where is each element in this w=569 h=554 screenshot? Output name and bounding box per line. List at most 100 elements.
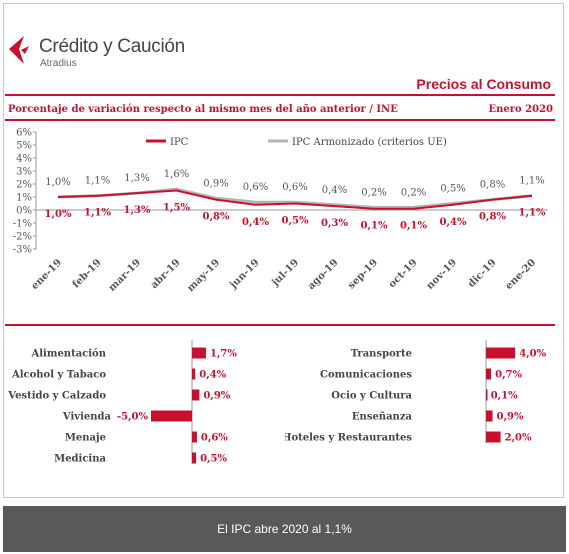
data-label-ipc-armonizado: 1,1%	[85, 176, 110, 187]
bar	[192, 389, 200, 401]
data-label-ipc: 1,1%	[519, 208, 546, 219]
bar-category-label: Medicina	[54, 454, 106, 465]
data-label-ipc: 0,3%	[321, 218, 348, 229]
footer-banner: El IPC abre 2020 al 1,1%	[3, 506, 566, 552]
bar-category-label: Alimentación	[31, 349, 107, 360]
chart-subtitle: Porcentaje de variación respecto al mism…	[8, 104, 398, 115]
bar-category-label: Alcohol y Tabaco	[11, 370, 106, 381]
ipc-line-chart: 6% 5% 4% 3% 2% 1% 0% -1% -2% -3% 1,0% 1,1% 1,3% 1,6% 0…	[13, 128, 548, 294]
report-date: Enero 2020	[488, 104, 553, 115]
brand-subname: Atradius	[40, 58, 77, 69]
header-divider	[5, 94, 555, 96]
x-tick-label: oct-19	[387, 257, 420, 290]
bar	[486, 431, 501, 443]
y-tick-label: 5%	[16, 141, 32, 152]
legend-label-ipc-armonizado: IPC Armonizado (criterios UE)	[292, 137, 447, 148]
data-label-ipc: 0,4%	[242, 217, 269, 228]
bar	[192, 431, 197, 443]
section-title: Precios al Consumo	[416, 76, 551, 92]
x-tick-label: nov-19	[425, 257, 460, 292]
data-label-ipc-armonizado: 0,2%	[361, 187, 386, 198]
y-tick-label: -3%	[13, 245, 32, 256]
bar-value-label: 0,9%	[203, 391, 230, 402]
data-label-ipc: 1,0%	[45, 209, 72, 220]
brand-name: Crédito y Caución	[39, 36, 185, 57]
bar	[192, 347, 206, 359]
data-label-ipc-armonizado: 0,6%	[282, 182, 307, 193]
series-line-ipc	[57, 189, 533, 210]
x-tick-label: dic-19	[466, 257, 499, 290]
data-label-ipc-armonizado: 0,2%	[401, 187, 426, 198]
bar-category-label: Enseñanza	[352, 412, 413, 423]
y-tick-label: -2%	[13, 232, 32, 243]
data-label-ipc-armonizado: 1,3%	[124, 173, 149, 184]
data-label-ipc-armonizado: 0,5%	[440, 184, 465, 195]
y-tick-label: 0%	[16, 206, 32, 217]
bar-category-label: Comunicaciones	[320, 370, 412, 381]
x-tick-label: jun-19	[228, 257, 262, 291]
bar-value-label: 4,0%	[519, 349, 546, 360]
report-card	[3, 3, 564, 498]
bar	[192, 452, 197, 464]
bar-value-label: 1,7%	[210, 349, 237, 360]
bar-category-label: Ocio y Cultura	[331, 391, 412, 402]
x-tick-label: jul-19	[269, 257, 301, 289]
data-label-ipc: 0,4%	[440, 217, 467, 228]
bar	[486, 389, 488, 401]
bar-category-label: Hoteles y Restaurantes	[285, 433, 412, 444]
bar	[486, 368, 492, 380]
x-tick-label: ene-20	[503, 257, 538, 292]
x-tick-label: mar-19	[107, 257, 143, 293]
data-label-ipc-armonizado: 1,1%	[519, 176, 544, 187]
data-label-ipc-armonizado: 0,9%	[203, 178, 228, 189]
categories-bar-chart-left: Alimentación 1,7% Alcohol y Tabaco 0,4% Vest…	[7, 340, 237, 465]
y-tick-label: 1%	[16, 193, 32, 204]
bar	[151, 410, 192, 422]
data-label-ipc: 1,5%	[163, 203, 190, 214]
bar-value-label: -5,0%	[117, 412, 149, 423]
data-label-ipc-armonizado: 0,4%	[322, 185, 347, 196]
bar-category-label: Menaje	[65, 433, 106, 444]
y-tick-label: 3%	[16, 167, 32, 178]
x-tick-label: abr-19	[149, 257, 183, 291]
data-label-ipc-armonizado: 1,6%	[164, 169, 189, 180]
data-label-ipc: 0,8%	[203, 212, 230, 223]
bar	[486, 347, 516, 359]
legend-label-ipc: IPC	[170, 137, 189, 148]
data-label-ipc: 1,3%	[124, 205, 151, 216]
x-tick-label: may-19	[185, 257, 222, 294]
bar-value-label: 0,5%	[200, 454, 227, 465]
bar-category-label: Transporte	[351, 349, 412, 360]
data-label-ipc: 1,1%	[84, 208, 111, 219]
bar-category-label: Vivienda	[62, 412, 112, 423]
data-label-ipc-armonizado: 1,0%	[45, 177, 70, 188]
data-label-ipc: 0,1%	[400, 221, 427, 232]
bar-value-label: 0,6%	[201, 433, 228, 444]
bar	[486, 410, 493, 422]
bar-value-label: 0,9%	[497, 412, 524, 423]
y-tick-label: -1%	[13, 219, 32, 230]
brand-mark-icon	[9, 36, 29, 64]
bar	[192, 368, 196, 380]
data-label-ipc: 0,5%	[282, 216, 309, 227]
x-tick-label: ago-19	[306, 257, 341, 292]
bar-value-label: 0,1%	[491, 391, 518, 402]
y-tick-label: 4%	[16, 154, 32, 165]
data-label-ipc: 0,1%	[361, 221, 388, 232]
footer-text: El IPC abre 2020 al 1,1%	[217, 522, 352, 536]
chart-divider	[5, 324, 555, 326]
bar-value-label: 0,4%	[199, 370, 226, 381]
subtitle-divider	[5, 119, 555, 121]
categories-bar-chart-right: Transporte 4,0% Comunicaciones 0,7% Ocio y C…	[285, 340, 547, 444]
x-tick-label: feb-19	[71, 257, 104, 290]
brand-logo: Crédito y Caución Atradius	[9, 34, 204, 74]
x-tick-label: sep-19	[346, 257, 380, 291]
data-label-ipc-armonizado: 0,6%	[243, 182, 268, 193]
x-tick-label: ene-19	[29, 257, 64, 292]
data-label-ipc-armonizado: 0,8%	[480, 180, 505, 191]
y-tick-label: 6%	[16, 128, 32, 139]
data-label-ipc: 0,8%	[479, 212, 506, 223]
bar-value-label: 2,0%	[505, 433, 532, 444]
bar-category-label: Vestido y Calzado	[7, 391, 106, 402]
bar-value-label: 0,7%	[495, 370, 522, 381]
